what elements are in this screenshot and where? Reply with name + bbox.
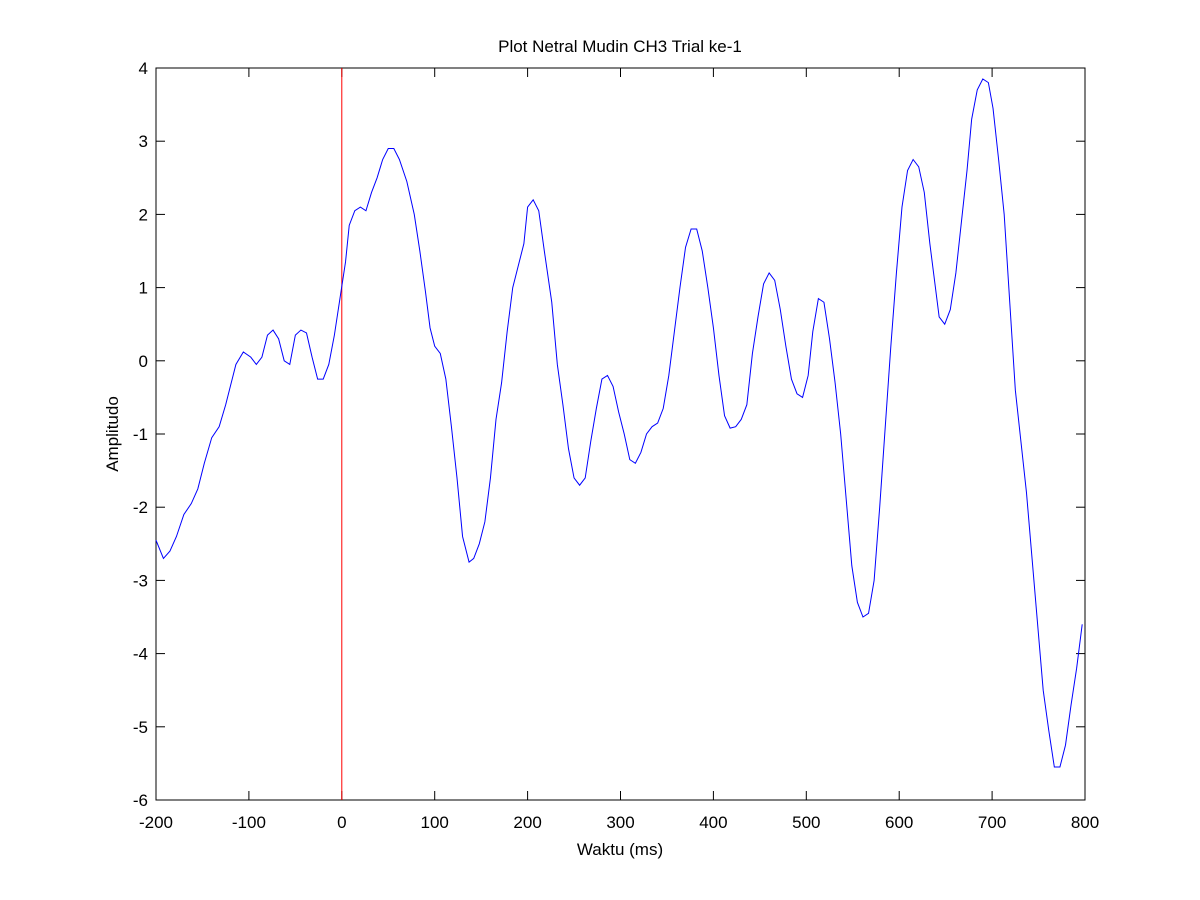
y-tick-label: 3 — [139, 132, 148, 151]
x-tick-label: -200 — [139, 813, 173, 832]
y-tick-label: 2 — [139, 205, 148, 224]
y-tick-label: 0 — [139, 352, 148, 371]
y-tick-label: -1 — [133, 425, 148, 444]
x-tick-label: 100 — [421, 813, 449, 832]
data-line — [155, 78, 1083, 768]
x-tick-label: 400 — [699, 813, 727, 832]
plot-area — [155, 67, 1086, 801]
chart-title: Plot Netral Mudin CH3 Trial ke-1 — [498, 37, 742, 56]
x-tick-label: 500 — [792, 813, 820, 832]
y-tick-label: -3 — [133, 571, 148, 590]
x-tick-label: 200 — [513, 813, 541, 832]
y-tick-label: 4 — [139, 59, 148, 78]
x-tick-label: 700 — [978, 813, 1006, 832]
y-axis-label: Amplitudo — [103, 396, 122, 472]
x-tick-label: 800 — [1071, 813, 1099, 832]
y-tick-label: -5 — [133, 718, 148, 737]
y-tick-label: 1 — [139, 279, 148, 298]
x-tick-label: 600 — [885, 813, 913, 832]
x-tick-label: 0 — [337, 813, 346, 832]
y-tick-label: -4 — [133, 645, 148, 664]
x-tick-label: 300 — [606, 813, 634, 832]
x-axis-label: Waktu (ms) — [577, 840, 663, 859]
x-tick-label: -100 — [232, 813, 266, 832]
y-tick-label: -2 — [133, 498, 148, 517]
y-tick-label: -6 — [133, 791, 148, 810]
